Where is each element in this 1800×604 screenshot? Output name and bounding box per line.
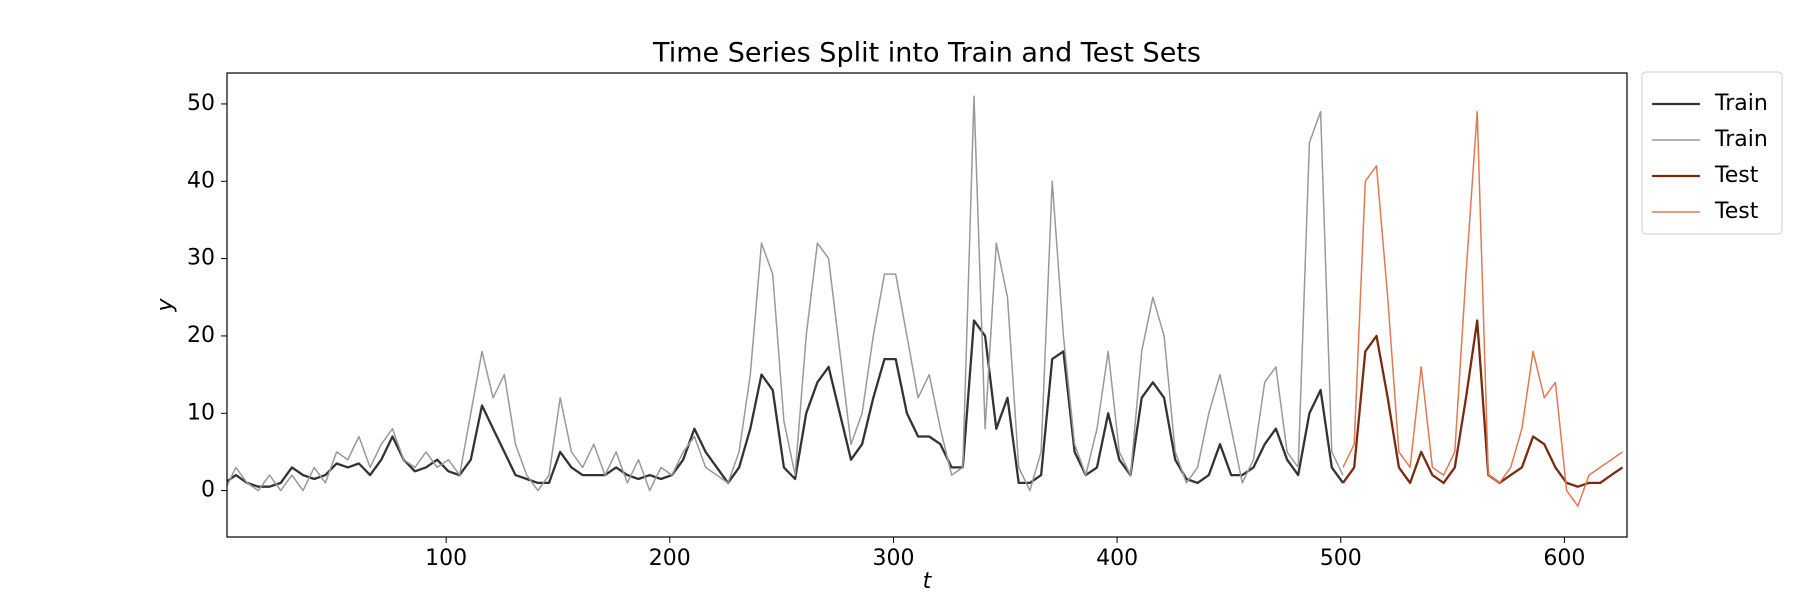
y-tick-label: 10 bbox=[187, 400, 215, 425]
y-tick-label: 0 bbox=[201, 478, 215, 503]
x-tick-label: 400 bbox=[1096, 546, 1138, 571]
plot-frame bbox=[226, 72, 1628, 538]
x-tick-label: 300 bbox=[872, 546, 914, 571]
y-tick-label: 50 bbox=[187, 91, 215, 116]
x-axis-label: t bbox=[923, 569, 933, 594]
legend-label: Train bbox=[1714, 91, 1768, 116]
y-tick-label: 30 bbox=[187, 246, 215, 271]
legend-label: Test bbox=[1714, 199, 1759, 224]
legend-label: Test bbox=[1714, 163, 1759, 188]
series-line bbox=[1342, 319, 1624, 488]
series-line bbox=[227, 319, 1344, 488]
y-axis-label: y bbox=[153, 298, 178, 313]
x-tick-label: 100 bbox=[425, 546, 467, 571]
series-line bbox=[227, 95, 1344, 492]
y-tick-label: 20 bbox=[187, 323, 215, 348]
series-line bbox=[1342, 110, 1623, 507]
legend-label: Train bbox=[1714, 127, 1768, 152]
legend-box bbox=[1641, 71, 1783, 235]
y-tick-label: 40 bbox=[187, 168, 215, 193]
x-tick-label: 600 bbox=[1543, 546, 1585, 571]
chart-title: Time Series Split into Train and Test Se… bbox=[652, 38, 1201, 69]
x-tick-label: 500 bbox=[1320, 546, 1362, 571]
x-tick-label: 200 bbox=[649, 546, 691, 571]
